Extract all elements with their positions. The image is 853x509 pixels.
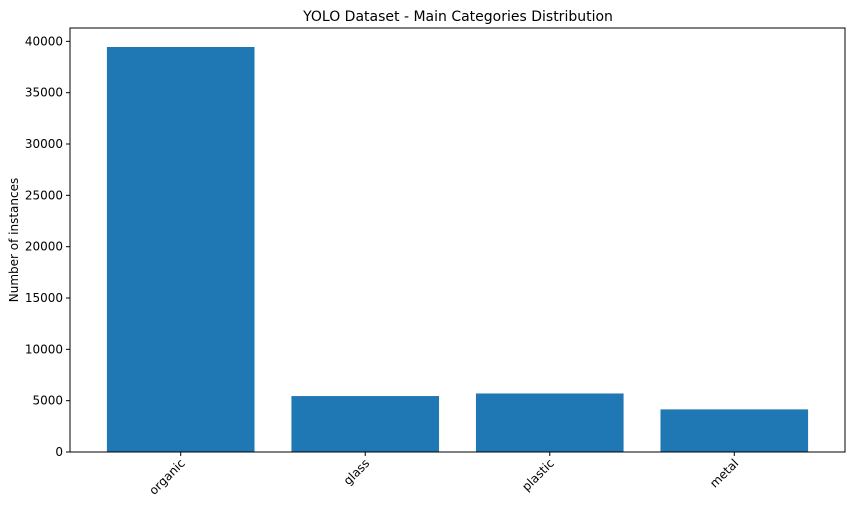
bar-organic [106, 46, 255, 452]
bar-metal [660, 409, 809, 452]
y-tick-label: 40000 [25, 34, 63, 48]
plot-frame [69, 27, 846, 453]
y-tick-label: 30000 [25, 137, 63, 151]
y-axis-label: Number of instances [7, 178, 21, 303]
x-tick-label-organic: organic [146, 456, 187, 497]
y-axis: 0 5000 10000 15000 20000 25000 30000 35000 40000 [25, 34, 70, 459]
y-tick-label: 5000 [32, 394, 63, 408]
chart-title: YOLO Dataset - Main Categories Distribut… [302, 9, 613, 25]
y-tick-label: 35000 [25, 86, 63, 100]
y-tick-label: 15000 [25, 291, 63, 305]
y-tick-label: 10000 [25, 342, 63, 356]
x-axis: organic glass plastic metal [146, 452, 741, 498]
y-tick-label: 25000 [25, 188, 63, 202]
bars-layer [106, 46, 809, 452]
bar-glass [291, 396, 440, 452]
x-tick-label-glass: glass [341, 456, 373, 488]
y-tick-label: 0 [55, 445, 63, 459]
x-tick-label-plastic: plastic [519, 456, 557, 494]
x-tick-label-metal: metal [707, 456, 741, 490]
y-tick-label: 20000 [25, 240, 63, 254]
bar-plastic [475, 393, 624, 452]
